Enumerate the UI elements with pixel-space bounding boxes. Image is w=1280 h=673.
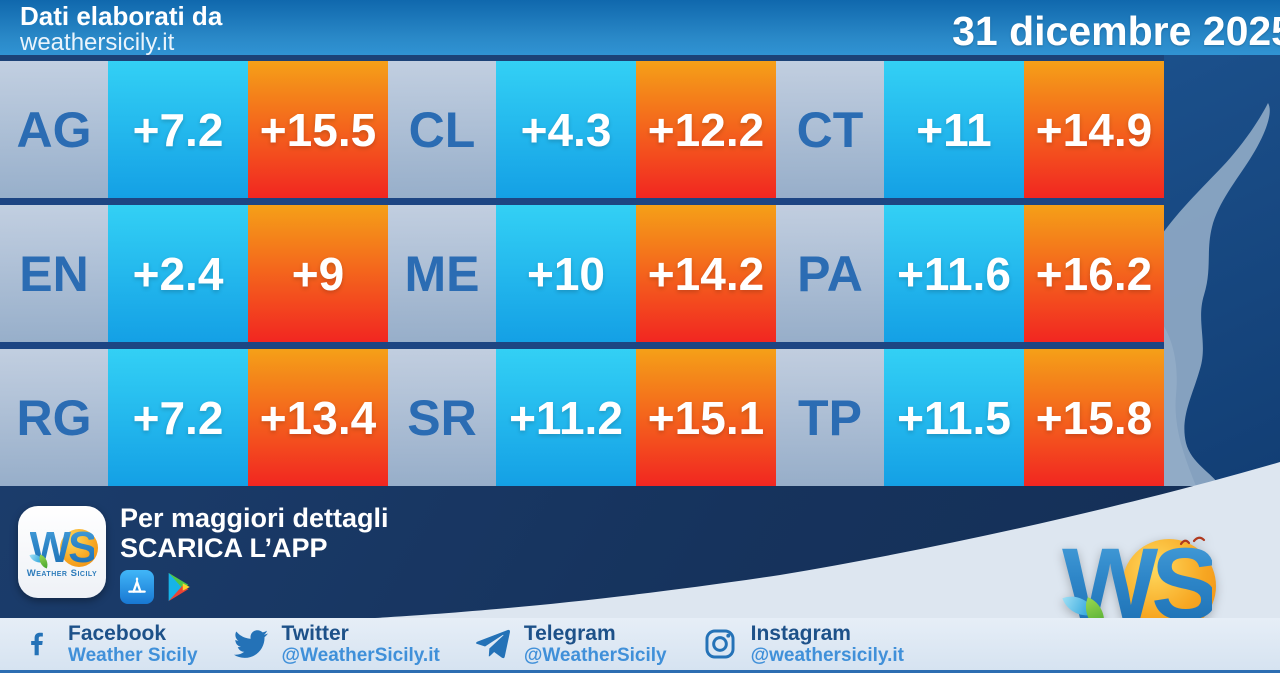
min-temp-sr: +11.2 (496, 349, 636, 486)
app-promo: Per maggiori dettagli SCARICA L’APP (120, 503, 389, 605)
ws-monogram: WS (29, 522, 98, 572)
store-badges (120, 570, 389, 605)
max-temp-en: +9 (248, 205, 388, 342)
max-temp-tp: +15.8 (1024, 349, 1164, 486)
social-network-name: Instagram (750, 621, 851, 645)
brand-name: Weather Sicily (26, 567, 98, 579)
data-credit: Dati elaborati da weathersicily.it (20, 1, 223, 57)
grid-row-divider (0, 342, 1164, 349)
max-temp-ag: +15.5 (248, 61, 388, 198)
max-temp-sr: +15.1 (636, 349, 776, 486)
promo-line1: Per maggiori dettagli (120, 503, 389, 533)
social-bar: Facebook Weather Sicily Twitter @Weather… (0, 618, 1280, 670)
sicily-landmass (1155, 103, 1270, 486)
grid-row-2: EN +2.4 +9 ME +10 +14.2 PA +11.6 +16.2 (0, 205, 1164, 342)
province-label-ct: CT (776, 61, 884, 198)
credit-line1: Dati elaborati da (20, 1, 223, 31)
province-label-tp: TP (776, 349, 884, 486)
grid-row-divider (0, 198, 1164, 205)
max-temp-rg: +13.4 (248, 349, 388, 486)
instagram-icon (701, 625, 739, 663)
min-temp-ct: +11 (884, 61, 1024, 198)
min-temp-me: +10 (496, 205, 636, 342)
social-twitter[interactable]: Twitter @WeatherSicily.it (232, 622, 440, 667)
social-facebook[interactable]: Facebook Weather Sicily (18, 622, 198, 667)
max-temp-ct: +14.9 (1024, 61, 1164, 198)
promo-line2: SCARICA L’APP (120, 533, 328, 564)
min-temp-cl: +4.3 (496, 61, 636, 198)
social-handle: @WeatherSicily.it (281, 645, 440, 667)
social-network-name: Twitter (281, 621, 349, 645)
temperature-grid: AG +7.2 +15.5 CL +4.3 +12.2 CT +11 +14.9… (0, 55, 1164, 486)
credit-line2-site: weathersicily.it (20, 29, 175, 57)
social-instagram[interactable]: Instagram @weathersicily.it (701, 622, 904, 667)
min-temp-en: +2.4 (108, 205, 248, 342)
grid-row-1: AG +7.2 +15.5 CL +4.3 +12.2 CT +11 +14.9 (0, 61, 1164, 198)
grid-row-3: RG +7.2 +13.4 SR +11.2 +15.1 TP +11.5 +1… (0, 349, 1164, 486)
facebook-icon (18, 625, 56, 663)
grid-top-divider (0, 55, 1164, 61)
max-temp-me: +14.2 (636, 205, 776, 342)
sun-circle-icon (60, 528, 99, 567)
app-icon-card: WS Weather Sicily (18, 506, 106, 598)
header-bar: Dati elaborati da weathersicily.it 31 di… (0, 0, 1280, 55)
province-label-rg: RG (0, 349, 108, 486)
social-telegram[interactable]: Telegram @WeatherSicily (474, 622, 667, 667)
min-temp-ag: +7.2 (108, 61, 248, 198)
max-temp-cl: +12.2 (636, 61, 776, 198)
max-temp-pa: +16.2 (1024, 205, 1164, 342)
social-handle: @WeatherSicily (523, 645, 667, 667)
min-temp-tp: +11.5 (884, 349, 1024, 486)
min-temp-pa: +11.6 (884, 205, 1024, 342)
app-store-icon[interactable] (120, 570, 154, 605)
province-label-me: ME (388, 205, 496, 342)
ws-logo-mini: WS Weather Sicily (26, 522, 99, 579)
social-network-name: Telegram (523, 621, 616, 645)
province-label-cl: CL (388, 61, 496, 198)
birds-icon (1180, 536, 1206, 546)
min-temp-rg: +7.2 (108, 349, 248, 486)
twitter-icon (232, 625, 270, 663)
telegram-icon (474, 625, 512, 663)
social-handle: Weather Sicily (68, 645, 198, 667)
social-handle: @weathersicily.it (750, 645, 904, 667)
social-network-name: Facebook (68, 621, 167, 645)
province-label-pa: PA (776, 205, 884, 342)
province-label-ag: AG (0, 61, 108, 198)
forecast-date: 31 dicembre 2025 (952, 8, 1280, 54)
province-label-sr: SR (388, 349, 496, 486)
google-play-icon[interactable] (162, 570, 196, 604)
province-label-en: EN (0, 205, 108, 342)
